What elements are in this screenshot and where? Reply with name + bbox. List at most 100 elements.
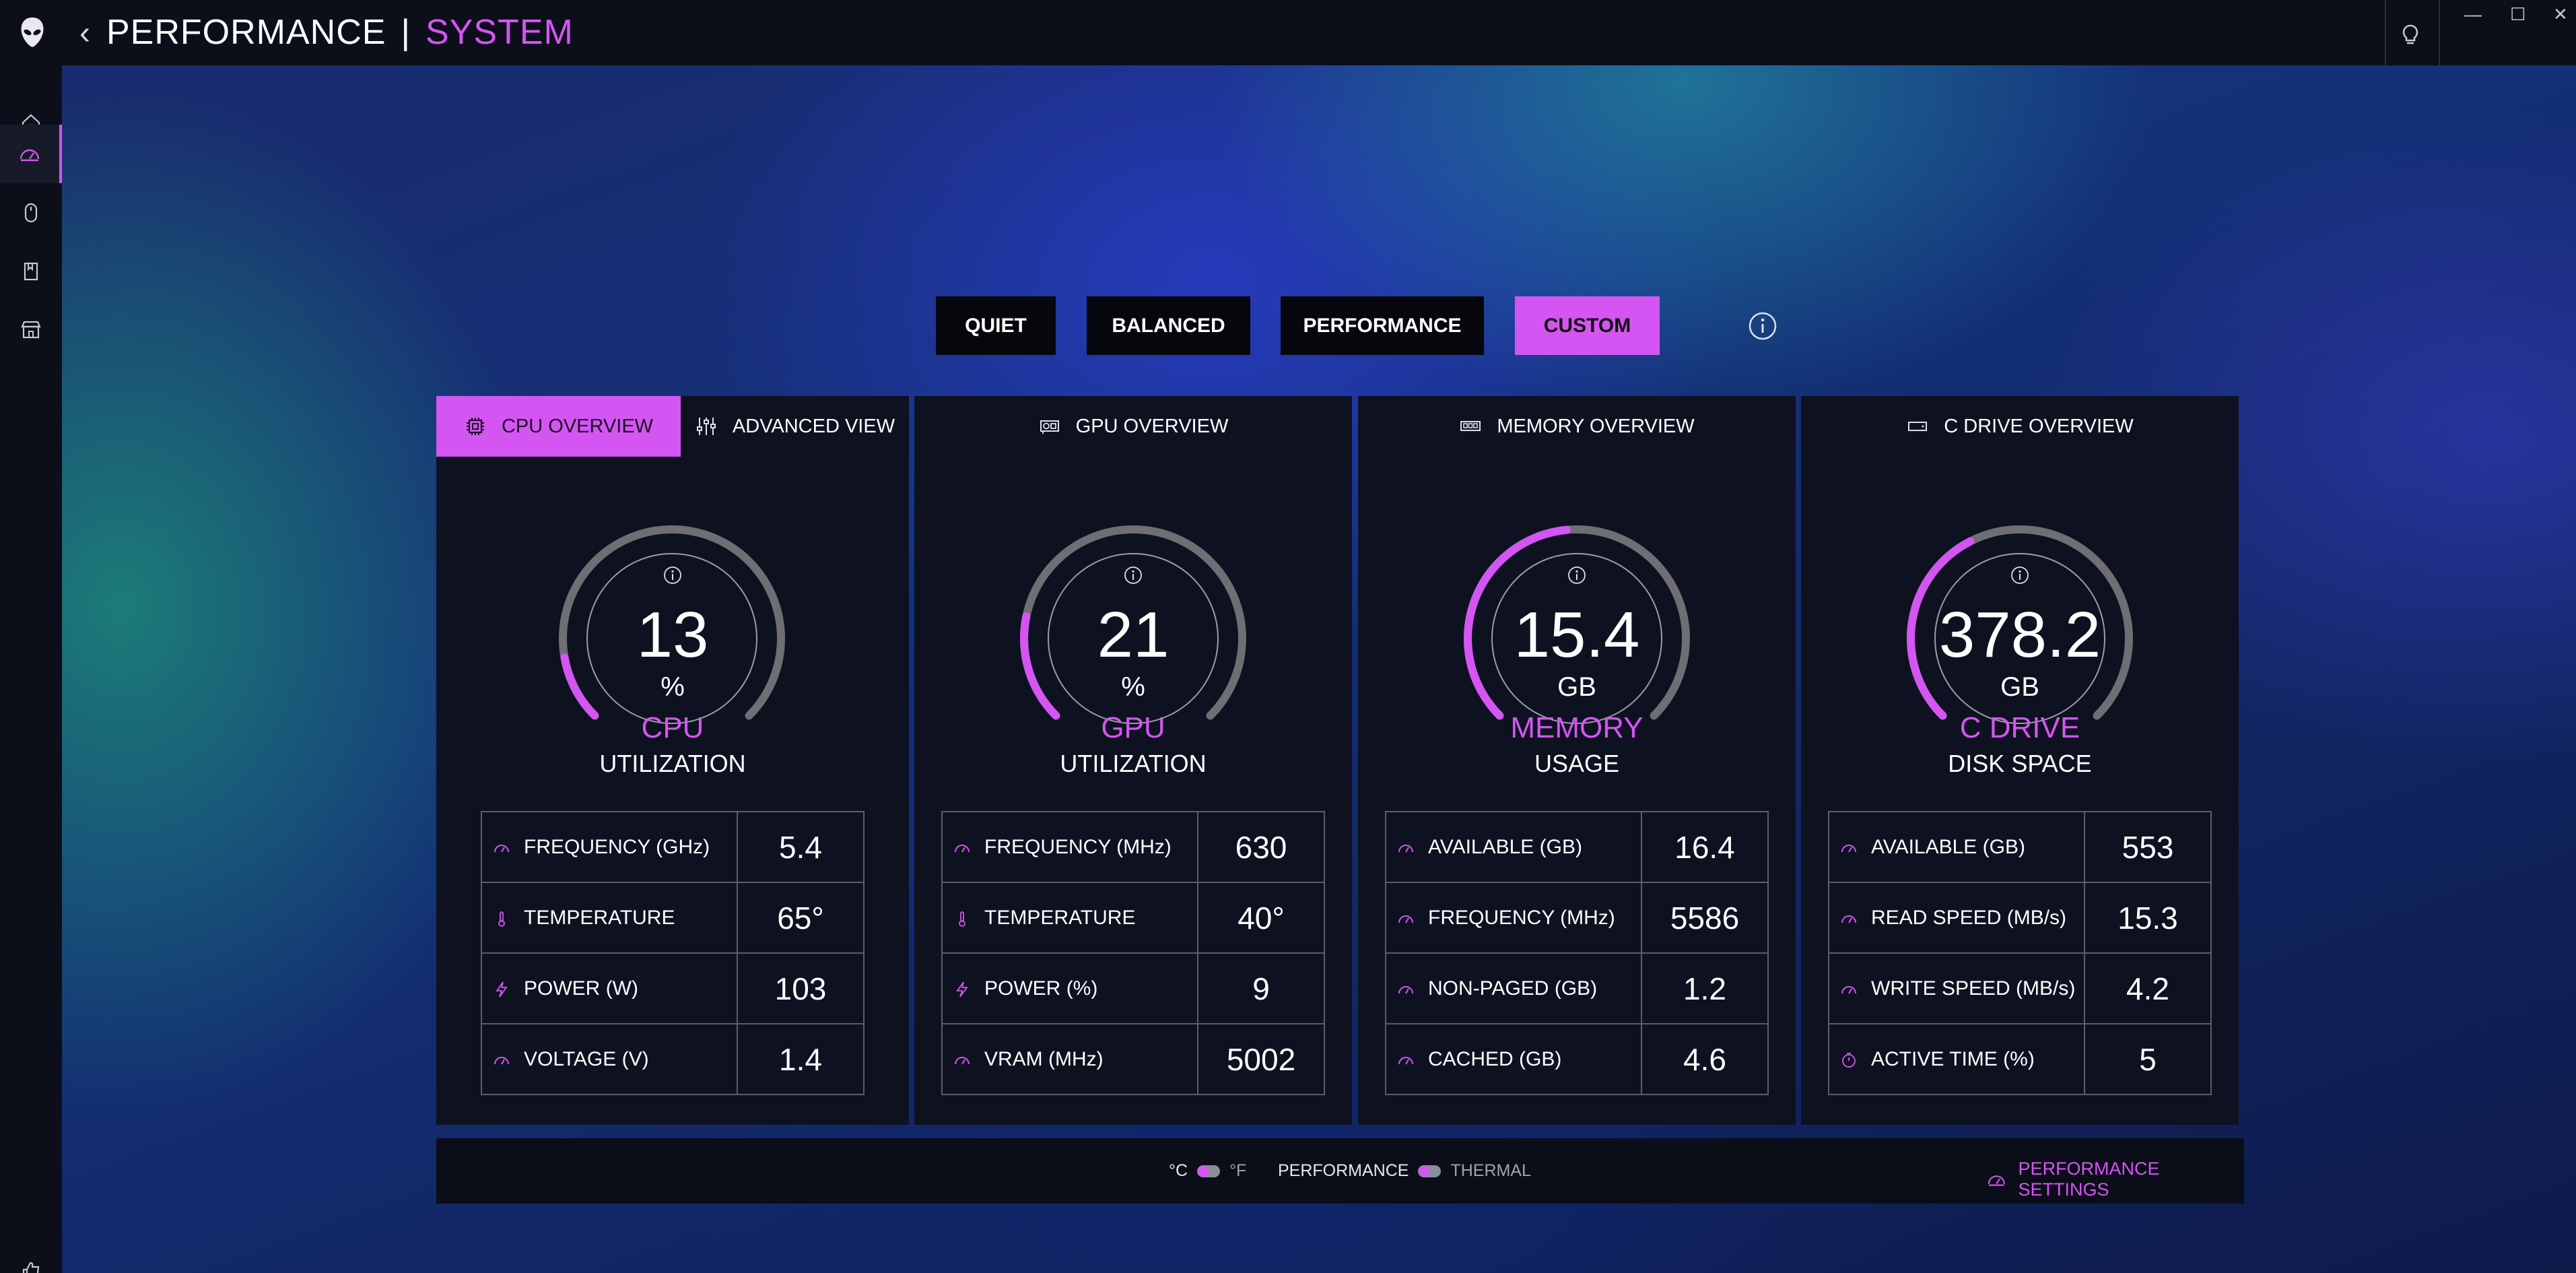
performance-settings-link[interactable]: PERFORMANCE SETTINGS: [1987, 1158, 2244, 1200]
metric-value: 5: [2084, 1023, 2212, 1095]
sidebar-item-library[interactable]: [0, 242, 62, 300]
mouse-icon: [24, 203, 38, 222]
memory-gauge-value: 15.4: [1514, 599, 1640, 671]
tab-gpu-overview[interactable]: GPU OVERVIEW: [914, 396, 1352, 457]
memory-gauge-info-icon[interactable]: [1566, 564, 1588, 586]
metric-label: AVAILABLE: [1871, 835, 1977, 858]
memory-gauge-unit: GB: [1557, 672, 1596, 702]
temperature-unit-switch[interactable]: °C °F: [1169, 1161, 1246, 1181]
gauge-icon: [955, 844, 970, 853]
memory-module-icon: [1460, 421, 1481, 431]
metric-unit: (W): [605, 977, 638, 1000]
tab-memory-overview[interactable]: MEMORY OVERVIEW: [1358, 396, 1796, 457]
tab-advanced-view[interactable]: ADVANCED VIEW: [681, 396, 909, 457]
mode-performance-label: PERFORMANCE: [1278, 1161, 1409, 1180]
cpu-overview-panel: CPU OVERVIEW ADVANCED VIEW 13 % CPU UTIL…: [436, 396, 909, 1125]
footer-bar: °C °F PERFORMANCE THERMAL PERFORMANCE SE…: [436, 1138, 2244, 1204]
cpu-chip-icon: [466, 418, 484, 435]
cpu-utilization-gauge: [559, 525, 785, 724]
page-title: PERFORMANCE | SYSTEM: [106, 12, 574, 53]
table-row: TEMPERATURE 40°: [941, 882, 1325, 954]
cpu-gauge-info-icon[interactable]: [662, 564, 683, 586]
tab-drive-overview-label: C DRIVE OVERVIEW: [1944, 415, 2134, 437]
memory-gauge-subtitle: USAGE: [1534, 750, 1620, 777]
table-row: FREQUENCY (MHz) 630: [941, 811, 1325, 883]
metric-unit: (MHz): [1560, 906, 1615, 929]
gpu-gauge-info-icon[interactable]: [1122, 564, 1144, 586]
maximize-button[interactable]: ☐: [2510, 4, 2526, 24]
sidebar-item-store[interactable]: [0, 300, 62, 359]
table-row: WRITE SPEED (MB/s) 4.2: [1828, 952, 2212, 1024]
metric-label: TEMPERATURE: [524, 906, 675, 929]
view-mode-toggle[interactable]: [1418, 1165, 1442, 1177]
tab-gpu-overview-label: GPU OVERVIEW: [1075, 415, 1229, 437]
lightning-icon: [496, 981, 508, 998]
mode-custom-button[interactable]: CUSTOM: [1515, 296, 1660, 355]
close-button[interactable]: ✕: [2553, 4, 2568, 24]
thermometer-icon: [498, 911, 505, 927]
metric-value: 40°: [1197, 882, 1325, 954]
tab-advanced-view-label: ADVANCED VIEW: [732, 415, 895, 437]
tab-cpu-overview-label: CPU OVERVIEW: [501, 415, 654, 437]
gauge-icon: [1398, 985, 1413, 994]
metric-label: VOLTAGE: [524, 1047, 617, 1070]
metric-unit: (GB): [1554, 977, 1598, 1000]
metric-label: WRITE SPEED: [1871, 977, 2010, 1000]
metric-value: 1.4: [737, 1023, 865, 1095]
lightning-icon: [956, 981, 968, 998]
gauge-icon: [494, 1056, 509, 1065]
drive-gauge-info-icon[interactable]: [2009, 564, 2031, 586]
mode-performance-button[interactable]: PERFORMANCE: [1281, 296, 1484, 355]
drive-metrics-table: AVAILABLE (GB) 553 READ SPEED (MB/s) 15.…: [1828, 811, 2212, 1095]
gauge-icon: [1841, 985, 1856, 994]
metric-unit: (%): [2003, 1047, 2035, 1070]
sidebar-item-performance[interactable]: [0, 125, 62, 183]
unit-celsius-label: °C: [1169, 1161, 1188, 1180]
metric-value: 103: [737, 952, 865, 1024]
view-mode-switch[interactable]: PERFORMANCE THERMAL: [1278, 1161, 1531, 1181]
minimize-button[interactable]: —: [2464, 4, 2482, 24]
metric-unit: (GB): [1982, 835, 2025, 858]
page-title-secondary: SYSTEM: [426, 13, 574, 52]
info-icon[interactable]: [1747, 310, 1779, 342]
metric-unit: (V): [621, 1047, 649, 1070]
metric-label: TEMPERATURE: [984, 906, 1136, 929]
mode-balanced-button[interactable]: BALANCED: [1087, 296, 1250, 355]
gauge-icon: [955, 1056, 970, 1065]
metric-unit: (GB): [1539, 835, 1582, 858]
table-row: AVAILABLE (GB) 16.4: [1385, 811, 1769, 883]
tab-cpu-overview[interactable]: CPU OVERVIEW: [436, 396, 681, 457]
store-icon: [21, 321, 41, 338]
thermometer-icon: [959, 911, 965, 927]
gpu-gauge-unit: %: [1121, 672, 1145, 702]
gauge-fill: [1907, 537, 1975, 720]
metric-label: NON-PAGED: [1428, 977, 1549, 1000]
mode-thermal-label: THERMAL: [1450, 1161, 1531, 1180]
page-title-primary: PERFORMANCE: [106, 13, 386, 52]
unit-fahrenheit-label: °F: [1229, 1161, 1247, 1180]
gauge-icon: [1841, 844, 1856, 853]
sidebar-item-peripherals[interactable]: [0, 183, 62, 242]
table-row: TEMPERATURE 65°: [481, 882, 865, 954]
tab-memory-overview-label: MEMORY OVERVIEW: [1497, 415, 1695, 437]
gauge-fill: [1020, 612, 1060, 720]
back-button[interactable]: ‹: [79, 15, 90, 51]
gpu-overview-panel: GPU OVERVIEW 21 % GPU UTILIZATION FREQUE…: [914, 396, 1352, 1125]
metric-unit: (MHz): [1116, 835, 1172, 858]
metric-label: POWER: [984, 977, 1061, 1000]
tab-drive-overview[interactable]: C DRIVE OVERVIEW: [1801, 396, 2239, 457]
lightbulb-icon[interactable]: [2397, 22, 2424, 48]
memory-overview-panel: MEMORY OVERVIEW 15.4 GB MEMORY USAGE AVA…: [1358, 396, 1796, 1125]
gauge-icon: [1398, 1056, 1413, 1065]
drive-gauge-unit: GB: [2000, 672, 2039, 702]
mode-quiet-button[interactable]: QUIET: [936, 296, 1056, 355]
drive-gauge-value: 378.2: [1938, 599, 2101, 671]
table-row: NON-PAGED (GB) 1.2: [1385, 952, 1769, 1024]
sidebar-item-feedback[interactable]: [0, 1241, 62, 1273]
table-row: VRAM (MHz) 5002: [941, 1023, 1325, 1095]
metric-label: CACHED: [1428, 1047, 1514, 1070]
temperature-unit-toggle[interactable]: [1197, 1165, 1221, 1177]
metric-value: 5.4: [737, 811, 865, 883]
metric-value: 15.3: [2084, 882, 2212, 954]
